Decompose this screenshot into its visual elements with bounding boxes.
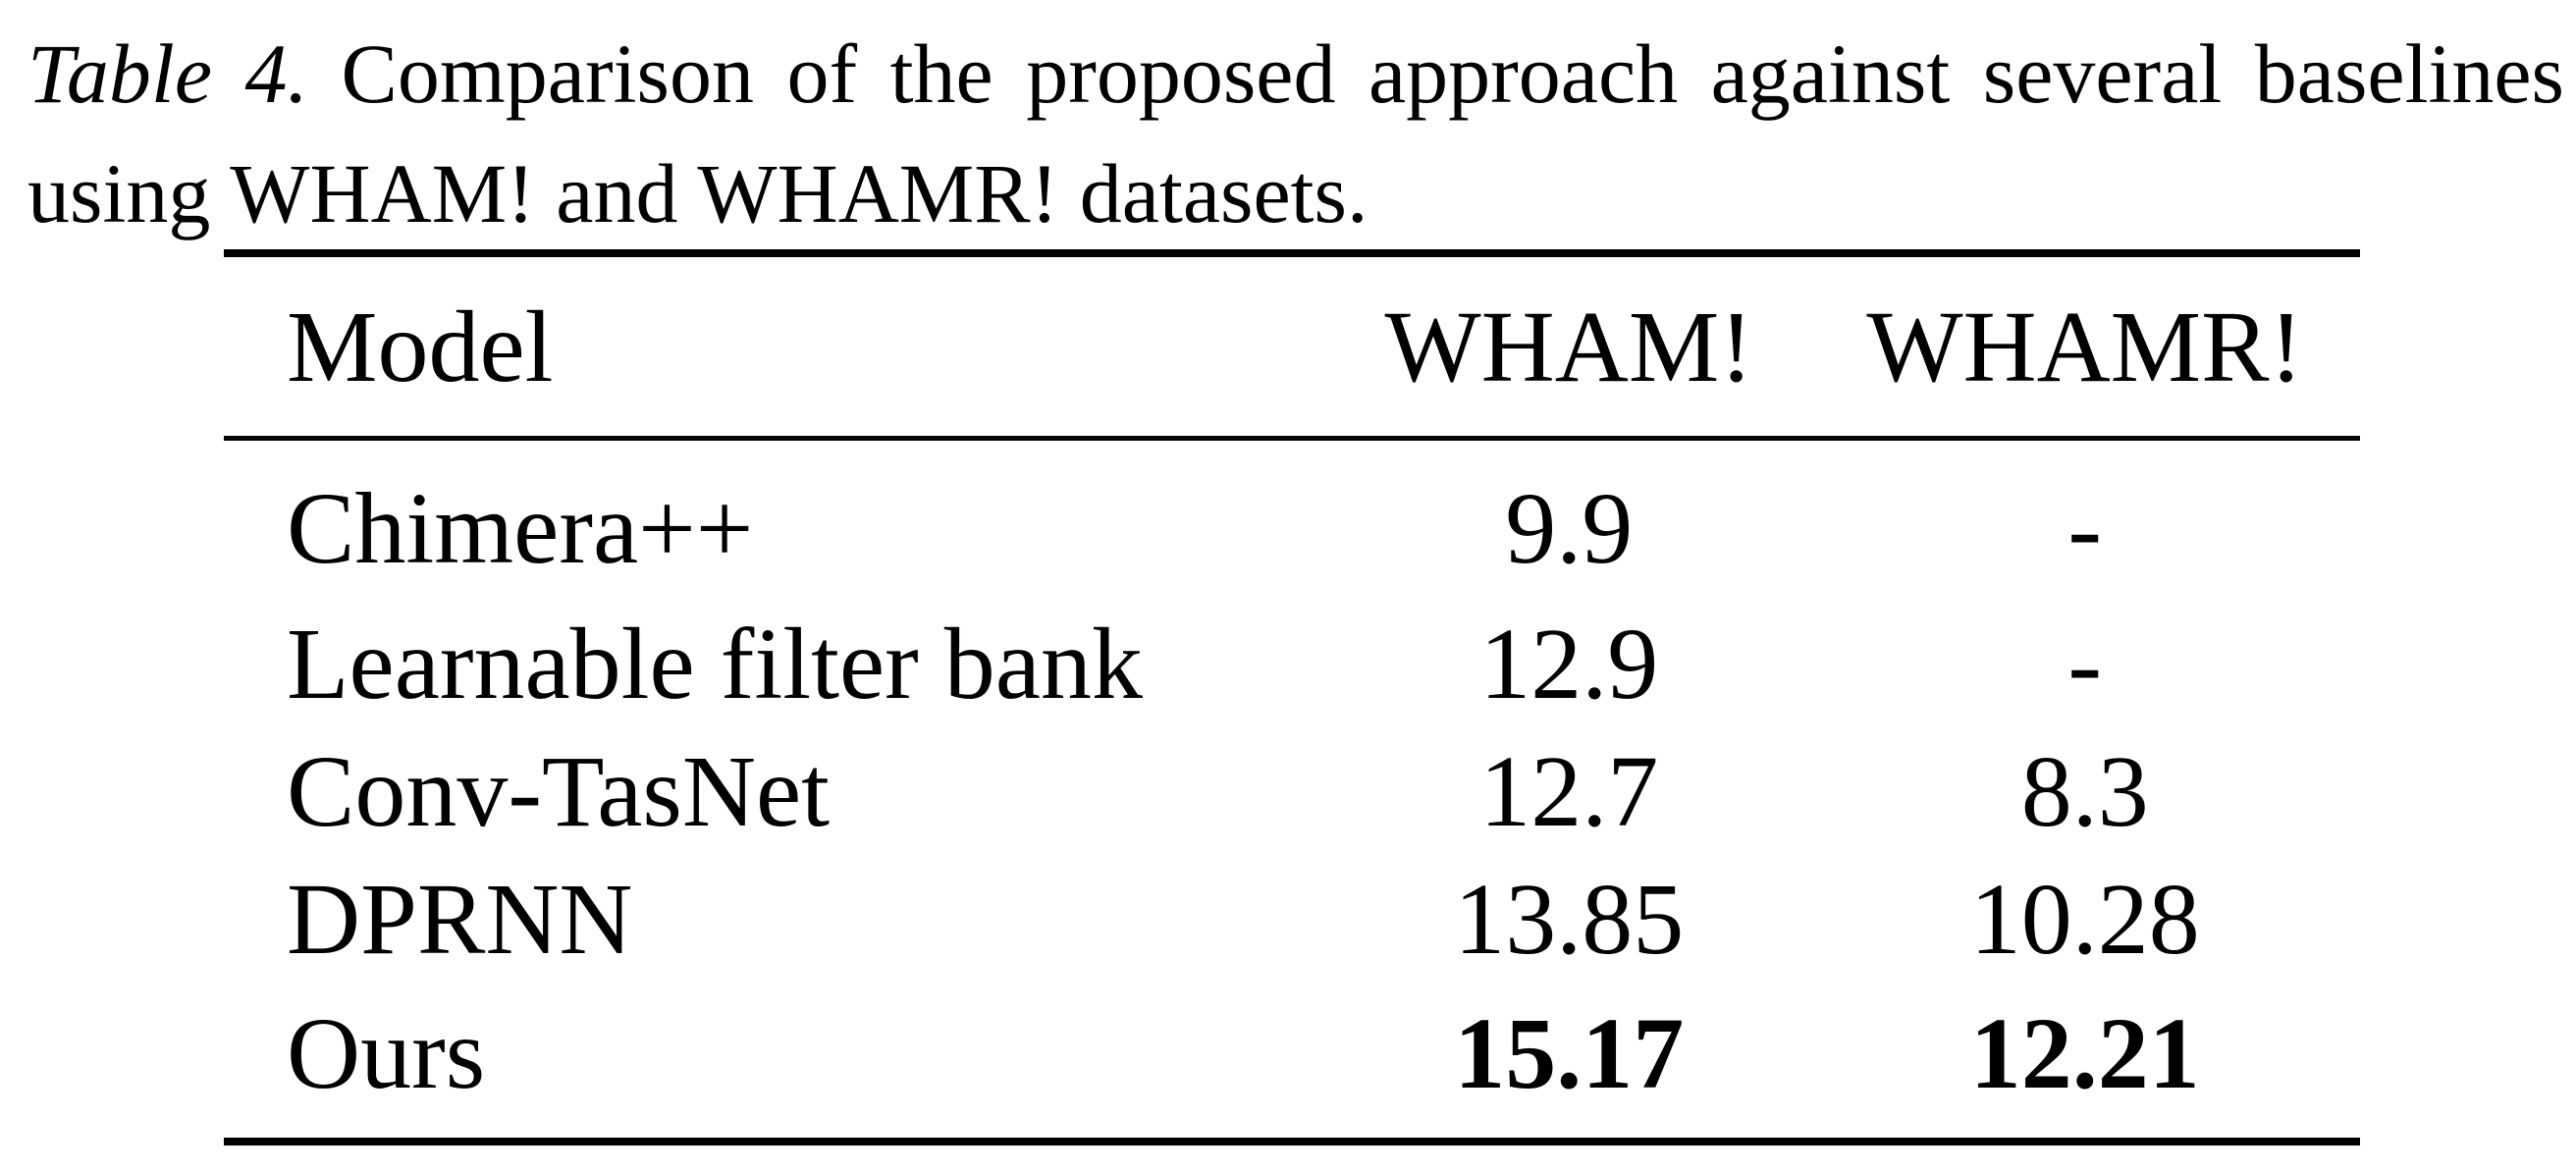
top-rule — [224, 249, 2360, 257]
cell-model: Chimera++ — [287, 471, 754, 585]
comparison-table-body: Chimera++ 9.9 - Learnable filter bank 12… — [224, 441, 2360, 1138]
cell-whamr-best: 12.21 — [1969, 996, 2200, 1110]
cell-model: Learnable filter bank — [287, 607, 1143, 720]
header-wham: WHAM! — [1384, 290, 1753, 403]
results-table: Model WHAM! WHAMR! Chimera++ 9.9 - Learn… — [224, 249, 2360, 1145]
table-row: DPRNN 13.85 10.28 — [224, 855, 2360, 983]
cell-wham: 13.85 — [1454, 862, 1685, 976]
cell-whamr: 8.3 — [2020, 734, 2149, 848]
table-row: Learnable filter bank 12.9 - — [224, 600, 2360, 727]
table-caption: Table 4. Comparison of the proposed appr… — [27, 14, 2564, 253]
header-whamr: WHAMR! — [1866, 290, 2304, 403]
cell-wham: 12.7 — [1479, 734, 1659, 848]
caption-label: Table 4. — [27, 27, 309, 121]
cell-wham: 9.9 — [1505, 471, 1634, 585]
cell-wham-best: 15.17 — [1454, 996, 1685, 1110]
cell-whamr: 10.28 — [1969, 862, 2200, 976]
caption-text: Comparison of the proposed approach agai… — [27, 27, 2565, 240]
header-row: Model WHAM! WHAMR! — [224, 257, 2360, 436]
cell-model: DPRNN — [287, 862, 633, 976]
cell-whamr: - — [2067, 607, 2103, 720]
bottom-rule — [224, 1138, 2360, 1145]
cell-model: Ours — [287, 996, 486, 1110]
comparison-table: Model WHAM! WHAMR! — [224, 257, 2360, 436]
table-row: Conv-TasNet 12.7 8.3 — [224, 727, 2360, 855]
table-row: Chimera++ 9.9 - — [224, 441, 2360, 600]
table-row-ours: Ours 15.17 12.21 — [224, 983, 2360, 1138]
cell-whamr: - — [2067, 471, 2103, 585]
header-rule — [224, 436, 2360, 441]
cell-wham: 12.9 — [1479, 607, 1659, 720]
header-model: Model — [287, 290, 554, 403]
cell-model: Conv-TasNet — [287, 734, 831, 848]
